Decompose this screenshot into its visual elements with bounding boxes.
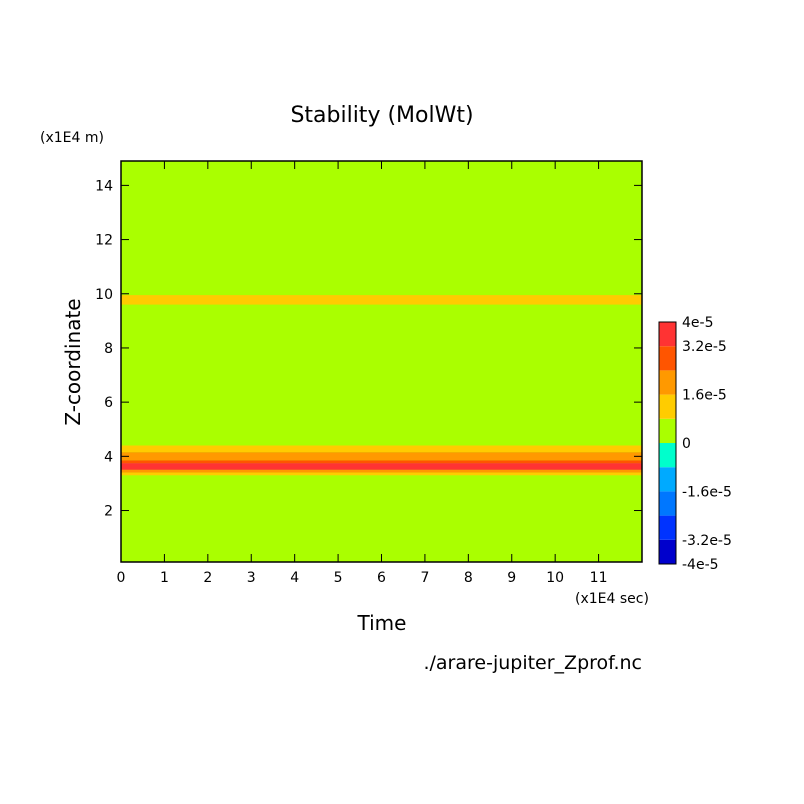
- colorbar-tick-label: 4e-5: [682, 315, 713, 331]
- x-tick-label: 0: [117, 570, 126, 586]
- x-tick-label: 8: [464, 570, 473, 586]
- chart-title: Stability (MolWt): [290, 103, 473, 128]
- y-unit-label: (x1E4 m): [40, 130, 104, 146]
- x-axis: 0 1 2 3 4 5 6 7 8 9 10 11: [117, 161, 608, 586]
- colorbar-swatch: [659, 515, 676, 540]
- colorbar-tick-label: 0: [682, 436, 691, 452]
- colorbar-frame: [658, 321, 677, 565]
- contour-band: [121, 472, 642, 476]
- x-tick-label: 11: [590, 570, 608, 586]
- colorbar-swatch: [659, 467, 676, 492]
- x-unit-label: (x1E4 sec): [575, 591, 649, 607]
- contour-regions: [121, 295, 642, 476]
- plot-area: [120, 160, 643, 563]
- contour-band: [121, 452, 642, 461]
- contour-band: [121, 460, 642, 464]
- colorbar-swatch: [659, 491, 676, 516]
- y-tick-label: 8: [104, 341, 113, 357]
- y-tick-label: 4: [104, 449, 113, 465]
- x-tick-label: 5: [334, 570, 343, 586]
- y-tick-label: 10: [95, 287, 113, 303]
- x-tick-label: 2: [203, 570, 212, 586]
- y-axis-label: Z-coordinate: [61, 298, 85, 425]
- x-tick-label: 6: [377, 570, 386, 586]
- colorbar: 4e-5 3.2e-5 1.6e-5 0 -1.6e-5 -3.2e-5 -4e-5: [658, 315, 732, 573]
- colorbar-tick-label: 3.2e-5: [682, 339, 727, 355]
- colorbar-tick-label: -4e-5: [682, 557, 719, 573]
- colorbar-swatch: [659, 394, 676, 419]
- x-tick-label: 9: [507, 570, 516, 586]
- y-tick-label: 12: [95, 233, 113, 249]
- colorbar-swatch: [659, 346, 676, 371]
- source-file-label: ./arare-jupiter_Zprof.nc: [423, 652, 642, 674]
- colorbar-tick-label: -1.6e-5: [682, 484, 732, 500]
- colorbar-swatch: [659, 370, 676, 395]
- x-tick-label: 10: [546, 570, 564, 586]
- colorbar-swatch: [659, 539, 676, 564]
- colorbar-swatch: [659, 418, 676, 443]
- colorbar-tick-label: -3.2e-5: [682, 533, 732, 549]
- colorbar-tick-label: 1.6e-5: [682, 388, 727, 404]
- colorbar-swatch: [659, 443, 676, 468]
- contour-band: [121, 445, 642, 453]
- x-tick-label: 1: [160, 570, 169, 586]
- x-tick-label: 3: [247, 570, 256, 586]
- y-tick-label: 6: [104, 395, 113, 411]
- y-tick-label: 14: [95, 178, 113, 194]
- contour-band: [121, 295, 642, 305]
- plot-background: [121, 161, 642, 562]
- x-axis-label: Time: [357, 611, 407, 635]
- y-tick-label: 2: [104, 504, 113, 520]
- contour-band: [121, 463, 642, 470]
- contour-band: [121, 469, 642, 473]
- colorbar-swatch: [659, 322, 676, 347]
- x-tick-label: 7: [420, 570, 429, 586]
- x-tick-label: 4: [290, 570, 299, 586]
- y-axis: 2 4 6 8 10 12 14: [95, 178, 642, 520]
